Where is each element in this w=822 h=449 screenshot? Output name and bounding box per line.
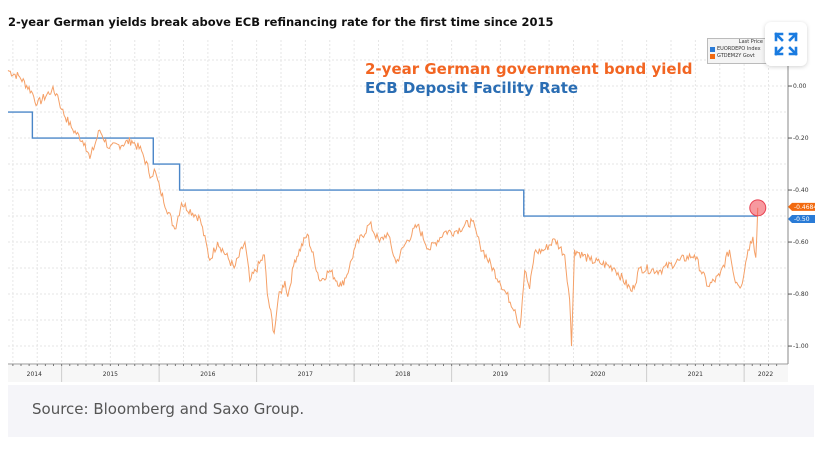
chart-title: 2-year German yields break above ECB ref… bbox=[8, 15, 554, 29]
legend-item: GTDEM2Y Govt bbox=[708, 53, 766, 60]
y-tick-label: 0.00 bbox=[793, 83, 807, 90]
legend-label: GTDEM2Y Govt bbox=[717, 53, 755, 59]
last-value-label: -0.50 bbox=[794, 216, 810, 223]
expand-button[interactable] bbox=[765, 22, 807, 66]
last-value-tag bbox=[788, 215, 815, 224]
highlight-circle bbox=[749, 199, 767, 217]
series-layer bbox=[7, 69, 767, 347]
series-line-bund-yield bbox=[7, 69, 759, 347]
x-tick-label: 2014 bbox=[27, 371, 42, 378]
x-tick-label: 2015 bbox=[103, 371, 118, 378]
x-tick-label: 2018 bbox=[395, 371, 410, 378]
y-tick-label: -0.40 bbox=[793, 187, 809, 194]
yield-annotation: 2-year German government bond yield bbox=[365, 60, 693, 78]
legend: Last Price EUORDEPO Index GTDEM2Y Govt bbox=[707, 38, 767, 64]
axes: 0.00 -0.20 -0.40 -0.60 -0.80 -1.00 2014 2015 201… bbox=[8, 40, 817, 382]
x-axis-band bbox=[8, 365, 788, 382]
source-box: Source: Bloomberg and Saxo Group. bbox=[8, 385, 814, 437]
x-tick-label: 2016 bbox=[200, 371, 215, 378]
grid bbox=[8, 40, 788, 364]
x-tick-label: 2022 bbox=[758, 371, 773, 378]
y-tick-label: -0.20 bbox=[793, 135, 809, 142]
legend-label: EUORDEPO Index bbox=[717, 46, 761, 52]
series-line-ecb-rate bbox=[8, 111, 758, 217]
plot-area bbox=[8, 40, 788, 364]
x-tick-label: 2019 bbox=[493, 371, 508, 378]
y-tick-label: -0.80 bbox=[793, 291, 809, 298]
y-tick-label: -1.00 bbox=[793, 343, 809, 350]
legend-swatch bbox=[710, 54, 715, 59]
x-tick-label: 2017 bbox=[298, 371, 313, 378]
y-tick-label: -0.60 bbox=[793, 239, 809, 246]
last-value-tag bbox=[788, 202, 815, 211]
rate-annotation: ECB Deposit Facility Rate bbox=[365, 79, 579, 97]
x-tick-label: 2020 bbox=[590, 371, 605, 378]
last-value-label: -0.4684 bbox=[794, 204, 817, 211]
expand-arrows-icon bbox=[774, 32, 798, 56]
x-tick-label: 2021 bbox=[688, 371, 703, 378]
source-text: Source: Bloomberg and Saxo Group. bbox=[32, 400, 305, 418]
legend-header: Last Price bbox=[738, 39, 763, 45]
legend-item: EUORDEPO Index bbox=[708, 46, 766, 53]
legend-swatch bbox=[710, 47, 715, 52]
